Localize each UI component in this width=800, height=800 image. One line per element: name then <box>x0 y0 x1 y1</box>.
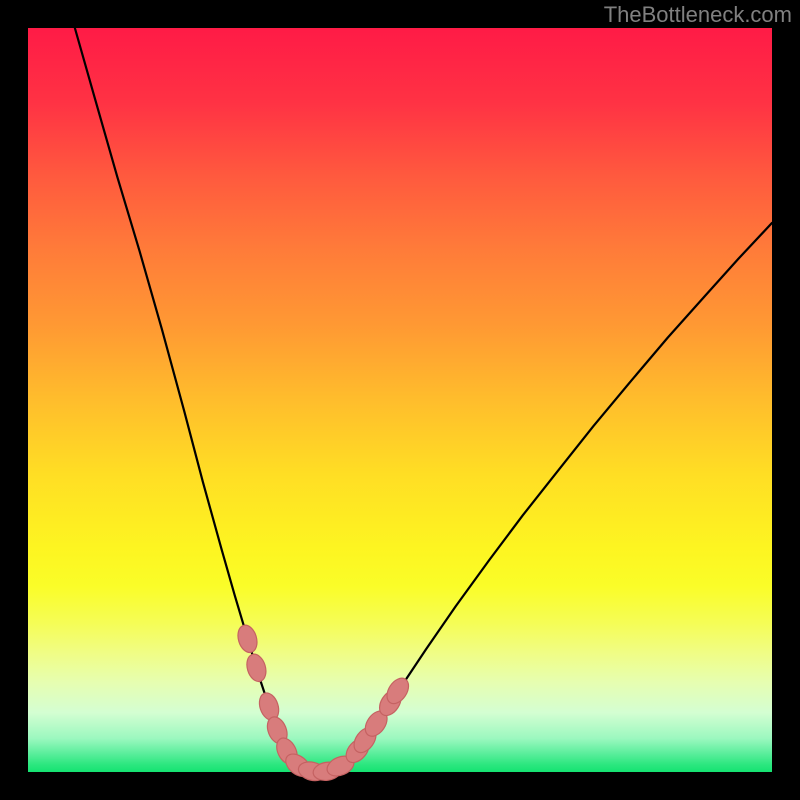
chart-svg <box>0 0 800 800</box>
watermark-label: TheBottleneck.com <box>604 2 792 28</box>
plot-background <box>28 28 772 772</box>
chart-container: TheBottleneck.com <box>0 0 800 800</box>
